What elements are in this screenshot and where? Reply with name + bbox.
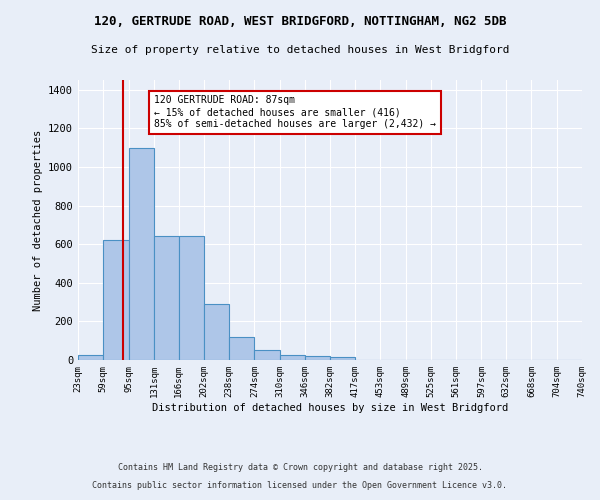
Bar: [103, 240, 128, 360]
Bar: [229, 337, 254, 360]
Bar: [154, 236, 179, 360]
Bar: [204, 304, 229, 360]
Bar: [179, 236, 204, 360]
Bar: [280, 355, 305, 360]
Text: 120, GERTRUDE ROAD, WEST BRIDGFORD, NOTTINGHAM, NG2 5DB: 120, GERTRUDE ROAD, WEST BRIDGFORD, NOTT…: [94, 15, 506, 28]
Bar: [128, 148, 154, 360]
Bar: [331, 357, 355, 360]
Text: Contains public sector information licensed under the Open Government Licence v3: Contains public sector information licen…: [92, 481, 508, 490]
Bar: [254, 350, 280, 360]
X-axis label: Distribution of detached houses by size in West Bridgford: Distribution of detached houses by size …: [152, 402, 508, 412]
Bar: [305, 356, 331, 360]
Y-axis label: Number of detached properties: Number of detached properties: [32, 130, 43, 310]
Bar: [78, 355, 103, 360]
Text: 120 GERTRUDE ROAD: 87sqm
← 15% of detached houses are smaller (416)
85% of semi-: 120 GERTRUDE ROAD: 87sqm ← 15% of detach…: [154, 96, 436, 128]
Text: Size of property relative to detached houses in West Bridgford: Size of property relative to detached ho…: [91, 45, 509, 55]
Text: Contains HM Land Registry data © Crown copyright and database right 2025.: Contains HM Land Registry data © Crown c…: [118, 464, 482, 472]
